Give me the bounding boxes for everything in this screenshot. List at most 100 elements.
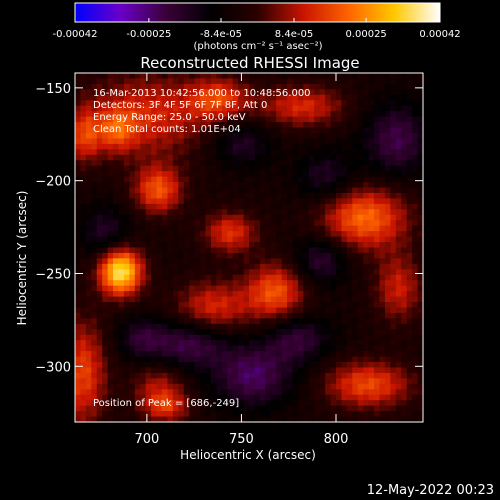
heatmap-cell <box>357 280 364 287</box>
heatmap-cell <box>183 220 190 227</box>
heatmap-cell <box>341 416 348 423</box>
heatmap-cell <box>276 122 283 129</box>
heatmap-cell <box>363 236 370 243</box>
heatmap-cell <box>357 367 364 374</box>
heatmap-cell <box>194 302 201 309</box>
heatmap-cell <box>107 122 114 129</box>
heatmap-cell <box>227 302 234 309</box>
heatmap-cell <box>379 187 386 194</box>
heatmap-cell <box>363 132 370 140</box>
heatmap-cell <box>254 312 261 319</box>
heatmap-cell <box>91 100 98 107</box>
heatmap-cell <box>178 231 185 238</box>
heatmap-cell <box>232 127 239 134</box>
heatmap-cell <box>151 269 158 276</box>
heatmap-cell <box>172 171 179 178</box>
heatmap-cell <box>189 269 196 276</box>
heatmap-cell <box>265 274 272 281</box>
heatmap-cell <box>178 318 185 325</box>
heatmap-cell <box>401 78 408 85</box>
heatmap-cell <box>227 176 234 183</box>
heatmap-cell <box>401 258 408 265</box>
heatmap-cell <box>374 94 381 101</box>
colorbar-ticks: -0.00042 -0.00025 -8.4e-05 8.4e-05 0.00025 0.… <box>53 18 461 40</box>
heatmap-cell <box>216 154 223 161</box>
heatmap-cell <box>281 307 288 314</box>
heatmap-cell <box>346 242 353 249</box>
heatmap-cell <box>221 111 228 118</box>
heatmap-cell <box>352 307 359 314</box>
heatmap-cell <box>216 345 223 352</box>
heatmap-cell <box>395 198 402 205</box>
heatmap-cell <box>346 83 353 90</box>
heatmap-cell <box>281 323 288 330</box>
heatmap-cell <box>232 171 239 178</box>
heatmap-cell <box>123 307 130 314</box>
heatmap-cell <box>123 83 130 90</box>
heatmap-cell <box>118 192 125 200</box>
heatmap-cell <box>395 274 402 281</box>
heatmap-cell <box>216 405 223 412</box>
heatmap-cell <box>129 258 136 265</box>
heatmap-cell <box>270 209 277 216</box>
heatmap-cell <box>172 89 179 96</box>
heatmap-cell <box>314 378 321 385</box>
heatmap-cell <box>102 405 109 412</box>
heatmap-cell <box>336 252 343 259</box>
heatmap-cell <box>205 296 212 303</box>
heatmap-cell <box>145 411 152 418</box>
heatmap-cell <box>357 165 364 172</box>
heatmap-cell <box>194 394 201 401</box>
heatmap-cell <box>140 252 147 259</box>
heatmap-cell <box>75 105 82 112</box>
heatmap-cell <box>406 356 413 363</box>
heatmap-cell <box>249 372 256 379</box>
heatmap-cell <box>417 280 424 287</box>
heatmap-cell <box>368 329 375 336</box>
heatmap-cell <box>102 214 109 221</box>
heatmap-cell <box>210 242 217 249</box>
heatmap-cell <box>172 383 179 390</box>
heatmap-cell <box>85 263 92 270</box>
heatmap-image <box>75 73 424 423</box>
heatmap-cell <box>287 372 294 379</box>
heatmap-cell <box>254 105 261 112</box>
heatmap-cell <box>352 247 359 254</box>
heatmap-cell <box>254 307 261 314</box>
heatmap-cell <box>363 182 370 189</box>
heatmap-cell <box>167 362 174 369</box>
heatmap-cell <box>129 165 136 172</box>
heatmap-cell <box>118 116 125 123</box>
heatmap-cell <box>238 252 245 259</box>
heatmap-cell <box>336 192 343 200</box>
heatmap-cell <box>200 362 207 369</box>
heatmap-cell <box>363 242 370 249</box>
heatmap-cell <box>308 280 315 287</box>
heatmap-cell <box>156 203 163 210</box>
heatmap-cell <box>270 416 277 423</box>
heatmap-cell <box>85 165 92 172</box>
heatmap-cell <box>314 78 321 85</box>
heatmap-cell <box>374 296 381 303</box>
heatmap-cell <box>178 182 185 189</box>
heatmap-cell <box>183 411 190 418</box>
heatmap-cell <box>156 171 163 178</box>
heatmap-cell <box>357 334 364 341</box>
heatmap-cell <box>287 171 294 178</box>
heatmap-cell <box>200 318 207 325</box>
heatmap-cell <box>406 138 413 145</box>
heatmap-cell <box>357 323 364 330</box>
heatmap-cell <box>308 160 315 167</box>
heatmap-cell <box>303 400 310 407</box>
heatmap-cell <box>183 362 190 369</box>
heatmap-cell <box>374 138 381 145</box>
heatmap-cell <box>390 132 397 140</box>
heatmap-cell <box>178 367 185 374</box>
heatmap-cell <box>75 334 82 341</box>
heatmap-cell <box>303 225 310 232</box>
heatmap-cell <box>336 263 343 270</box>
heatmap-cell <box>249 252 256 259</box>
heatmap-cell <box>91 312 98 319</box>
heatmap-cell <box>330 132 337 140</box>
heatmap-cell <box>417 247 424 254</box>
